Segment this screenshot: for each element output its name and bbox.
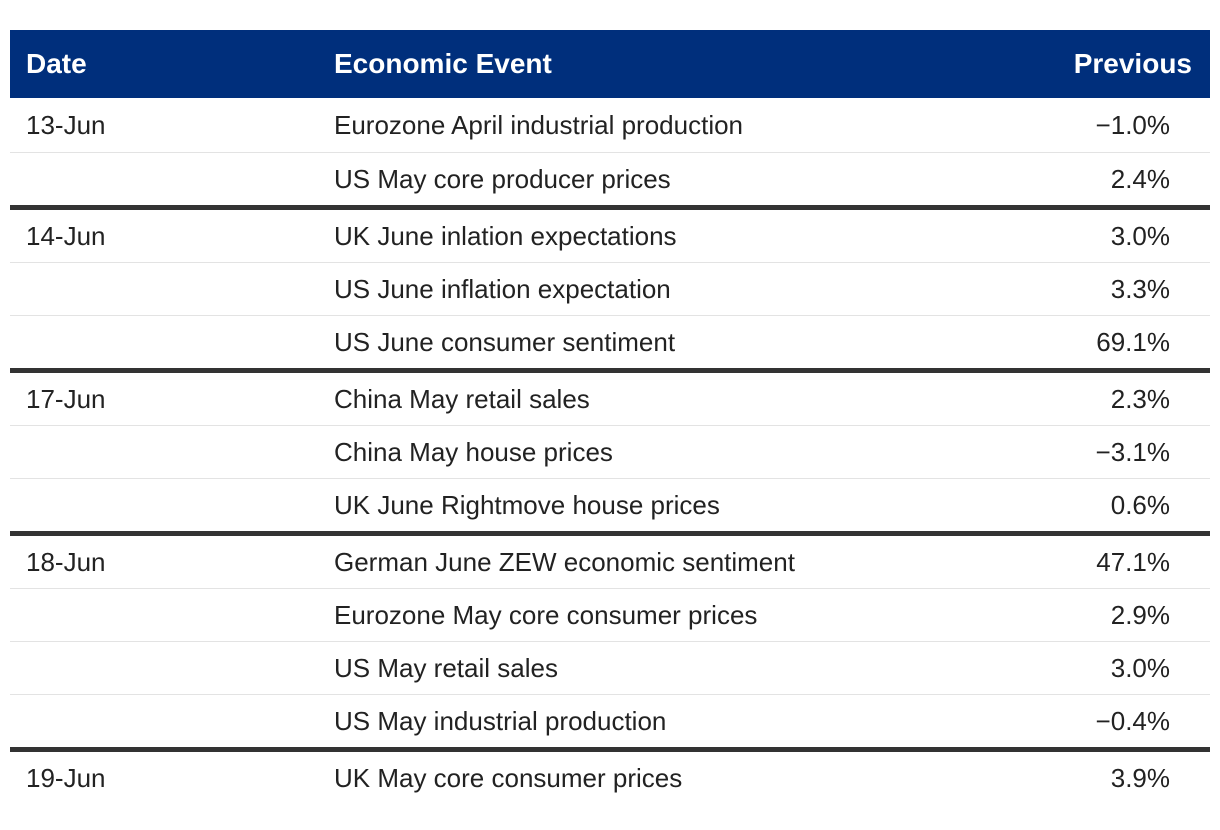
table-row: China May house prices −3.1% bbox=[10, 426, 1210, 479]
table-row: US June inflation expectation 3.3% bbox=[10, 263, 1210, 316]
row-previous: 0.6% bbox=[1110, 489, 1170, 520]
row-event: Eurozone May core consumer prices bbox=[334, 599, 758, 630]
table-header: Date Economic Event Previous bbox=[10, 30, 1210, 98]
row-date: 17-Jun bbox=[26, 383, 106, 414]
table-row: Eurozone May core consumer prices 2.9% bbox=[10, 589, 1210, 642]
economic-calendar-table: Date Economic Event Previous 13-Jun Euro… bbox=[10, 30, 1210, 805]
row-previous: −3.1% bbox=[1095, 436, 1170, 467]
row-previous: 3.0% bbox=[1110, 220, 1170, 251]
table-row: UK June Rightmove house prices 0.6% bbox=[10, 479, 1210, 536]
row-event: US May core producer prices bbox=[334, 163, 671, 194]
row-date: 14-Jun bbox=[26, 220, 106, 251]
row-previous: 3.0% bbox=[1110, 652, 1170, 683]
row-event: US June inflation expectation bbox=[334, 273, 671, 304]
row-event: UK June Rightmove house prices bbox=[334, 489, 720, 520]
table-row: US June consumer sentiment 69.1% bbox=[10, 316, 1210, 373]
table-row: US May retail sales 3.0% bbox=[10, 642, 1210, 695]
row-date: 13-Jun bbox=[26, 109, 106, 140]
row-previous: −1.0% bbox=[1095, 109, 1170, 140]
table-row: 13-Jun Eurozone April industrial product… bbox=[10, 98, 1210, 153]
row-previous: 3.3% bbox=[1110, 273, 1170, 304]
row-date: 18-Jun bbox=[26, 546, 106, 577]
row-previous: 47.1% bbox=[1096, 546, 1170, 577]
row-previous: 69.1% bbox=[1096, 326, 1170, 357]
row-event: US June consumer sentiment bbox=[334, 326, 676, 357]
table-row: 14-Jun UK June inlation expectations 3.0… bbox=[10, 210, 1210, 263]
row-event: UK June inlation expectations bbox=[334, 220, 677, 251]
table-row: US May core producer prices 2.4% bbox=[10, 153, 1210, 210]
row-event: Eurozone April industrial production bbox=[334, 109, 744, 140]
row-event: China May house prices bbox=[334, 436, 613, 467]
row-event: US May industrial production bbox=[334, 705, 667, 736]
row-event: US May retail sales bbox=[334, 652, 558, 683]
row-previous: 2.3% bbox=[1110, 383, 1170, 414]
row-event: German June ZEW economic sentiment bbox=[334, 546, 795, 577]
column-header-previous[interactable]: Previous bbox=[1073, 48, 1192, 79]
row-previous: 3.9% bbox=[1110, 763, 1170, 793]
row-previous: 2.4% bbox=[1110, 163, 1170, 194]
row-event: China May retail sales bbox=[334, 383, 590, 414]
row-previous: 2.9% bbox=[1110, 599, 1170, 630]
table-row: 18-Jun German June ZEW economic sentimen… bbox=[10, 536, 1210, 589]
column-header-date[interactable]: Date bbox=[26, 48, 87, 79]
row-date: 19-Jun bbox=[26, 763, 106, 793]
row-previous: −0.4% bbox=[1095, 705, 1170, 736]
row-event: UK May core consumer prices bbox=[334, 763, 683, 793]
table-row: 17-Jun China May retail sales 2.3% bbox=[10, 373, 1210, 426]
table-row: US May industrial production −0.4% bbox=[10, 695, 1210, 752]
table-row: 19-Jun UK May core consumer prices 3.9% bbox=[10, 752, 1210, 805]
column-header-event[interactable]: Economic Event bbox=[334, 48, 552, 79]
